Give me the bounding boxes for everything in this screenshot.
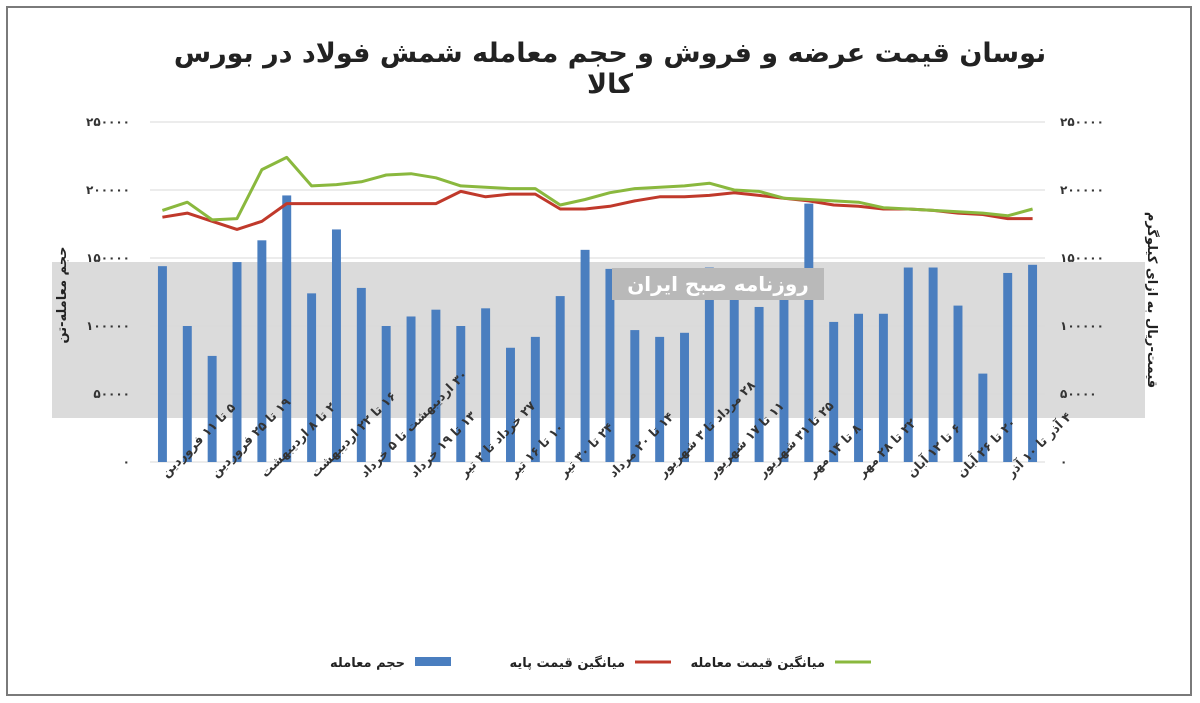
y-right-tick-label: ۱۰۰۰۰۰ bbox=[1060, 319, 1104, 333]
volume-bar bbox=[530, 336, 540, 462]
volume-bar bbox=[779, 278, 789, 462]
y-left-tick-label: ۱۰۰۰۰۰ bbox=[86, 319, 130, 333]
legend-swatch bbox=[415, 657, 451, 666]
y-left-tick-label: ۲۵۰۰۰۰ bbox=[86, 115, 130, 129]
volume-bar bbox=[804, 203, 814, 462]
volume-bar bbox=[307, 293, 317, 462]
volume-bar bbox=[605, 268, 615, 462]
y-right-tick-label: ۵۰۰۰۰ bbox=[1060, 387, 1097, 401]
volume-bar bbox=[182, 326, 192, 462]
watermark-label-box bbox=[612, 268, 824, 300]
volume-bar bbox=[630, 330, 640, 462]
y-left-tick-label: ۵۰۰۰۰ bbox=[93, 387, 130, 401]
volume-bar bbox=[1028, 264, 1038, 462]
volume-bar bbox=[207, 355, 217, 462]
volume-bar bbox=[953, 305, 963, 462]
volume-bar bbox=[157, 266, 167, 462]
y-right-tick-label: ۲۰۰۰۰۰ bbox=[1060, 183, 1104, 197]
volume-bar bbox=[232, 262, 242, 462]
volume-bar bbox=[331, 229, 341, 462]
trade-price-line bbox=[161, 155, 1033, 222]
volume-bar bbox=[978, 373, 988, 462]
y-left-tick-label: ۰ bbox=[123, 455, 130, 469]
volume-bar bbox=[704, 267, 714, 462]
volume-bar bbox=[680, 332, 689, 462]
y-right-tick-label: ۰ bbox=[1060, 455, 1067, 469]
volume-bar bbox=[456, 326, 466, 462]
legend-label: حجم معامله bbox=[330, 656, 405, 671]
volume-bar bbox=[854, 313, 864, 462]
volume-bar bbox=[928, 267, 938, 462]
volume-bar bbox=[282, 195, 292, 462]
volume-bar bbox=[754, 306, 764, 462]
y-right-axis-title: قیمت-ریال به ازای کیلوگرم bbox=[1144, 212, 1160, 388]
volume-bar bbox=[878, 313, 888, 462]
x-category-label: ۴ آذر تا ۱۰ آذر bbox=[1003, 409, 1075, 481]
chart-title: نوسان قیمت عرضه و فروش و حجم معامله شمش … bbox=[173, 38, 1047, 100]
volume-bar bbox=[506, 347, 515, 462]
volume-bar bbox=[431, 309, 441, 462]
volume-bar bbox=[729, 277, 739, 462]
y-left-tick-label: ۱۵۰۰۰۰ bbox=[86, 251, 130, 265]
volume-bar bbox=[555, 296, 565, 462]
volume-bar bbox=[481, 308, 491, 462]
legend-label: میانگین قیمت پایه bbox=[509, 655, 625, 671]
volume-bar bbox=[406, 316, 416, 462]
volume-bar bbox=[829, 321, 839, 462]
volume-bar bbox=[356, 287, 366, 462]
volume-bar bbox=[257, 240, 267, 462]
watermark-label: روزنامه صبح ایران bbox=[627, 272, 809, 296]
y-left-tick-label: ۲۰۰۰۰۰ bbox=[86, 183, 130, 197]
volume-bar bbox=[903, 267, 913, 462]
y-right-tick-label: ۲۵۰۰۰۰ bbox=[1060, 115, 1104, 129]
volume-bar bbox=[1003, 272, 1013, 462]
volume-bar bbox=[381, 326, 391, 462]
legend-label: میانگین قیمت معامله bbox=[690, 655, 825, 671]
y-right-tick-label: ۱۵۰۰۰۰ bbox=[1060, 251, 1104, 265]
y-left-axis-title: حجم معامله-تن bbox=[55, 247, 70, 344]
volume-bar bbox=[655, 336, 665, 462]
volume-bar bbox=[580, 249, 590, 462]
